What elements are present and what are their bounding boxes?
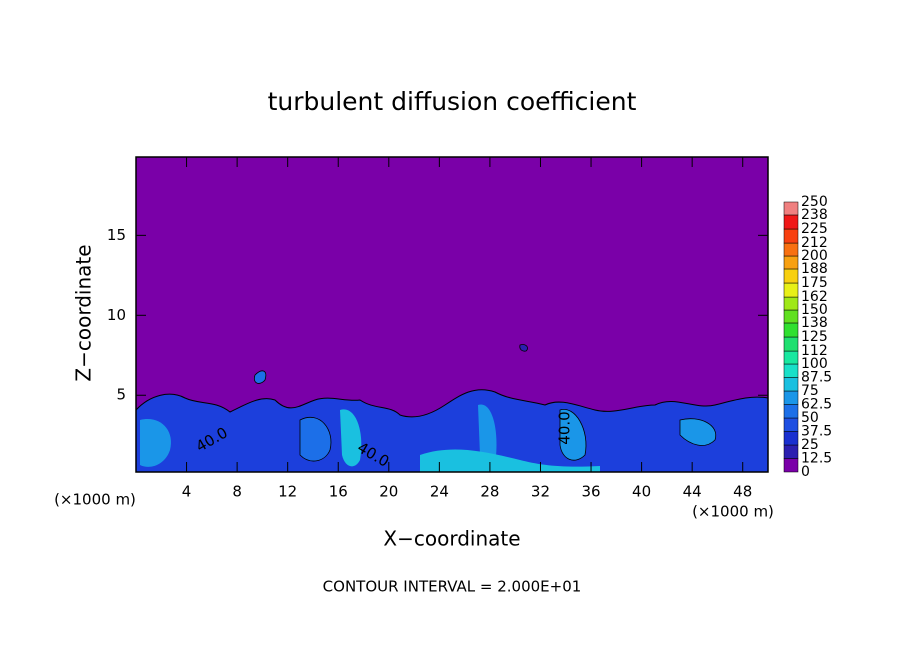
field-patch bbox=[519, 344, 528, 352]
field-patch bbox=[478, 404, 497, 468]
y-tick-label: 10 bbox=[107, 306, 126, 324]
colorbar-label: 0 bbox=[801, 464, 810, 480]
field-band bbox=[135, 389, 769, 473]
colorbar-swatch bbox=[783, 309, 799, 324]
colorbar-label: 175 bbox=[801, 275, 828, 291]
colorbar-label: 100 bbox=[801, 356, 828, 372]
x-tick-label: 28 bbox=[480, 483, 499, 501]
field-patch bbox=[679, 418, 717, 446]
field-patch bbox=[559, 409, 587, 461]
x-axis-label: X−coordinate bbox=[383, 527, 520, 551]
x-unit-label: (×1000 m) bbox=[692, 503, 774, 521]
colorbar-label: 212 bbox=[801, 235, 828, 251]
colorbar-label: 50 bbox=[801, 410, 819, 426]
y-tick-label: 5 bbox=[116, 386, 126, 404]
x-tick-label: 40 bbox=[632, 483, 651, 501]
chart-title: turbulent diffusion coefficient bbox=[268, 87, 637, 116]
y-unit-label: (×1000 m) bbox=[54, 491, 136, 509]
colorbar-label: 250 bbox=[801, 194, 828, 210]
colorbar-label: 225 bbox=[801, 221, 828, 237]
x-tick-label: 32 bbox=[531, 483, 550, 501]
colorbar-swatch bbox=[783, 444, 799, 459]
x-tick-label: 12 bbox=[278, 483, 297, 501]
colorbar-swatch bbox=[783, 431, 799, 446]
colorbar-label: 238 bbox=[801, 207, 828, 223]
x-tick-label: 36 bbox=[581, 483, 600, 501]
x-tick-label: 16 bbox=[329, 483, 348, 501]
plot-frame bbox=[135, 156, 769, 473]
colorbar-swatch bbox=[783, 336, 799, 352]
colorbar-label: 37.5 bbox=[801, 424, 832, 440]
contour-label: 40.0 bbox=[556, 411, 574, 444]
y-tick-label: 15 bbox=[107, 226, 126, 244]
colorbar-swatch bbox=[783, 282, 799, 298]
colorbar-swatch bbox=[783, 350, 799, 365]
colorbar-swatch bbox=[783, 214, 799, 230]
colorbar-label: 138 bbox=[801, 315, 828, 331]
x-tick-label: 44 bbox=[683, 483, 702, 501]
field-patch bbox=[299, 417, 332, 462]
field-patch bbox=[340, 409, 362, 467]
colorbar-label: 75 bbox=[801, 383, 819, 399]
colorbar-swatch bbox=[783, 390, 799, 405]
colorbar-label: 188 bbox=[801, 261, 828, 277]
colorbar-swatch bbox=[783, 458, 799, 473]
footnote: CONTOUR INTERVAL = 2.000E+01 bbox=[323, 578, 582, 596]
colorbar-label: 87.5 bbox=[801, 370, 832, 386]
field-patch bbox=[140, 419, 171, 467]
y-axis-label: Z−coordinate bbox=[72, 244, 96, 381]
colorbar-label: 112 bbox=[801, 343, 828, 359]
contour-field bbox=[135, 157, 769, 473]
colorbar-label: 12.5 bbox=[801, 451, 832, 467]
colorbar-swatch bbox=[783, 201, 799, 216]
field-patch bbox=[253, 370, 267, 384]
field-patch bbox=[420, 449, 600, 472]
colorbar-label: 62.5 bbox=[801, 397, 832, 413]
colorbar-label: 125 bbox=[801, 329, 828, 345]
colorbar-swatch bbox=[783, 417, 799, 432]
colorbar-swatch bbox=[783, 255, 799, 270]
colorbar-label: 150 bbox=[801, 302, 828, 318]
x-tick-label: 20 bbox=[379, 483, 398, 501]
colorbar-label: 25 bbox=[801, 437, 819, 453]
colorbar-swatch bbox=[783, 322, 799, 338]
x-tick-label: 4 bbox=[182, 483, 192, 501]
colorbar-label: 162 bbox=[801, 289, 828, 305]
colorbar-swatch bbox=[783, 228, 799, 244]
colorbar-swatch bbox=[783, 404, 799, 419]
colorbar-label: 200 bbox=[801, 248, 828, 264]
colorbar-swatch bbox=[783, 377, 799, 392]
x-tick-label: 8 bbox=[232, 483, 242, 501]
colorbar-swatch bbox=[783, 363, 799, 378]
x-tick-label: 48 bbox=[733, 483, 752, 501]
colorbar-swatch bbox=[783, 296, 799, 311]
colorbar-swatch bbox=[783, 242, 799, 257]
x-tick-label: 24 bbox=[430, 483, 449, 501]
colorbar-swatch bbox=[783, 268, 799, 284]
